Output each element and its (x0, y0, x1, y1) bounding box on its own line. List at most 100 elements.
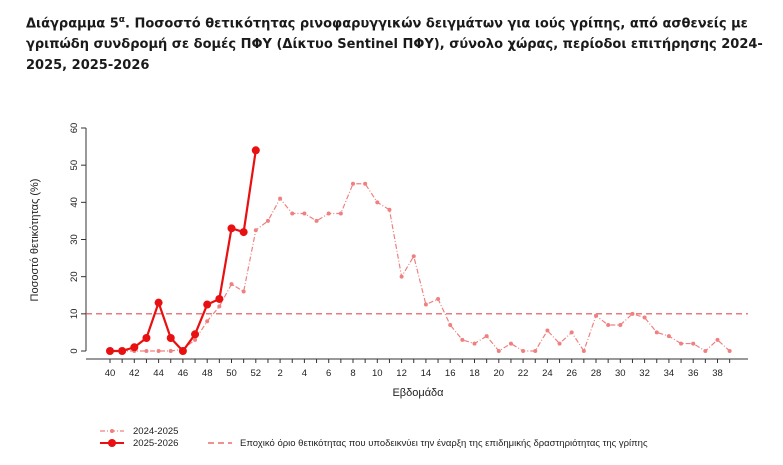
x-tick-label: 2 (277, 368, 282, 379)
x-tick-label: 26 (566, 368, 577, 379)
legend-label-2024-2025: 2024-2025 (133, 426, 178, 437)
x-tick-label: 52 (251, 368, 262, 379)
series-2024-2025-point (338, 211, 343, 216)
series-2024-2025-point (302, 211, 307, 216)
series-2025-2026-point (251, 146, 260, 155)
series-2024-2025-point (399, 274, 404, 279)
series-2024-2025-point (666, 334, 671, 339)
series-2024-2025-point (545, 328, 550, 333)
x-tick-label: 4 (302, 368, 307, 379)
series-2024-2025-point (168, 349, 173, 353)
x-tick-label: 44 (153, 368, 164, 379)
series-2025-2026-point (106, 347, 114, 355)
series-2025-2026-point (203, 300, 212, 309)
series-2024-2025-point (193, 337, 198, 342)
legend-label-threshold: Εποχικό όριο θετικότητας που υποδεικνύει… (240, 438, 648, 449)
series-2024-2025-point (229, 282, 234, 287)
series-2024-2025-point (217, 304, 222, 309)
x-tick-label: 28 (591, 368, 602, 379)
series-2024-2025-point (363, 181, 368, 186)
series-layer (106, 146, 732, 355)
x-tick-label: 6 (326, 368, 331, 379)
series-2024-2025-point (205, 319, 210, 324)
series-2024-2025-point (715, 337, 720, 342)
legend-marker-2025-2026 (108, 439, 116, 447)
series-2024-2025-point (727, 349, 732, 353)
series-2024-2025-point (557, 341, 562, 346)
x-tick-label: 40 (105, 368, 116, 379)
series-2024-2025-point (278, 196, 283, 201)
series-2025-2026-point (166, 333, 175, 342)
x-tick-label: 34 (664, 368, 675, 379)
x-tick-label: 10 (372, 368, 383, 379)
series-2024-2025-point (265, 218, 270, 223)
series-2024-2025-point (508, 341, 513, 346)
x-axis-label: Εβδομάδα (392, 387, 444, 399)
x-tick-label: 8 (350, 368, 355, 379)
series-2024-2025-point (533, 349, 538, 353)
series-2024-2025-point (375, 200, 380, 205)
series-2024-2025-point (448, 322, 453, 327)
series-2024-2025-point (521, 349, 526, 353)
series-2025-2026-point (142, 333, 151, 342)
legend-label-2025-2026: 2025-2026 (133, 438, 178, 449)
x-tick-label: 48 (202, 368, 213, 379)
series-2025-2026-point (227, 224, 236, 233)
series-2024-2025-point (691, 341, 696, 346)
x-tick-label: 14 (421, 368, 432, 379)
title-prefix: Διάγραμμα 5 (26, 16, 119, 32)
series-2024-2025-point (253, 228, 258, 233)
series-2025-2026-point (178, 347, 187, 355)
title-superscript: α (118, 15, 125, 25)
series-2025-2026-point (118, 347, 127, 355)
chart-title: Διάγραμμα 5α. Ποσοστό θετικότητας ρινοφα… (26, 10, 776, 76)
series-2024-2025-point (642, 315, 647, 320)
series-2024-2025-line (110, 183, 731, 353)
series-2024-2025-point (290, 211, 295, 216)
series-2025-2026-point (130, 343, 139, 352)
series-2024-2025-point (472, 341, 477, 346)
series-2024-2025-point (630, 311, 635, 316)
title-text: . Ποσοστό θετικότητας ρινοφαρυγγικών δει… (26, 16, 763, 74)
y-tick-label: 30 (69, 234, 80, 245)
x-tick-label: 36 (688, 368, 699, 379)
series-2024-2025-point (411, 254, 416, 259)
series-2024-2025-point (654, 330, 659, 335)
series-2024-2025-point (156, 349, 161, 353)
y-tick-label: 0 (69, 348, 80, 353)
series-2024-2025-point (387, 207, 392, 212)
series-2024-2025-point (484, 334, 489, 339)
y-tick-label: 60 (69, 123, 80, 134)
series-2025-2026-line (110, 150, 257, 353)
series-2024-2025-point (618, 322, 623, 327)
legend-marker-2024-2025 (110, 429, 114, 433)
series-2024-2025-point (594, 313, 598, 318)
series-2024-2025-point (241, 289, 246, 294)
series-2024-2025-point (460, 337, 465, 342)
series-2024-2025-point (326, 211, 331, 216)
x-tick-label: 50 (226, 368, 237, 379)
y-tick-label: 50 (69, 160, 80, 171)
series-2024-2025-point (679, 341, 684, 346)
series-2025-2026-point (239, 228, 248, 237)
x-tick-label: 18 (469, 368, 480, 379)
series-2024-2025-point (606, 322, 611, 327)
x-tick-label: 46 (178, 368, 189, 379)
x-tick-label: 12 (396, 368, 407, 379)
series-2025-2026-point (191, 330, 200, 339)
series-2024-2025-point (314, 218, 319, 223)
x-tick-label: 42 (129, 368, 140, 379)
series-2024-2025-point (581, 349, 586, 353)
y-tick-label: 40 (69, 197, 80, 208)
series-2024-2025-point (703, 349, 708, 353)
series-2024-2025-point (436, 296, 441, 301)
x-tick-label: 32 (639, 368, 650, 379)
y-tick-label: 10 (69, 309, 80, 320)
y-axis-label: Ποσοστό θετικότητας (%) (29, 179, 41, 302)
x-tick-label: 20 (494, 368, 505, 379)
series-2024-2025-point (144, 349, 149, 353)
series-2024-2025-point (351, 181, 355, 186)
